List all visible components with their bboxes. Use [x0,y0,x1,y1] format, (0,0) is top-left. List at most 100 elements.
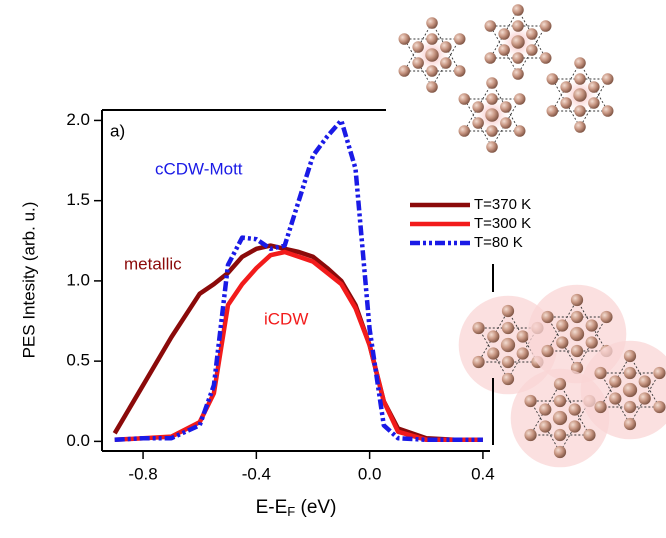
legend-label: T=80 K [474,234,523,251]
series-line [114,118,483,443]
structure-illustrations [398,4,666,468]
atom [498,28,510,40]
annotation: a) [110,121,125,140]
atom [511,35,525,49]
atom [653,366,666,380]
legend-label: T=370 K [474,196,531,213]
annotation: metallic [124,254,182,273]
atom [594,366,607,380]
atom [609,375,622,388]
atom [553,394,567,408]
atom [601,73,614,85]
atom [501,372,515,386]
atom [472,117,484,129]
atom [541,344,554,358]
atom [569,326,585,342]
y-tick-label: 1.5 [66,190,90,209]
atom [594,400,607,414]
atom [568,420,581,433]
atom [487,330,500,343]
atom [440,57,452,69]
atom [472,355,485,369]
atom [600,310,613,324]
y-tick-label: 1.0 [66,270,90,289]
atom [588,81,600,93]
atom [570,293,584,307]
atom [426,81,438,93]
atom [512,52,524,64]
x-tick-label: 0.4 [471,464,495,483]
atom [526,44,538,56]
atom [484,52,497,64]
atom [486,93,498,105]
atom [638,392,651,405]
atom [453,33,466,45]
atom [574,73,586,85]
atom [513,125,526,137]
atom [487,347,500,360]
atom [552,410,568,426]
atom [556,336,569,349]
atom [501,304,515,318]
y-axis-label: PES Intesity (arb. u.) [19,202,38,359]
atom [573,88,587,102]
atom [412,41,424,53]
atom [472,321,485,335]
atom [398,65,411,77]
atom [638,375,651,388]
atom [541,310,554,324]
atom [539,403,552,416]
atom [560,97,572,109]
atom [574,121,586,133]
x-tick-label: -0.8 [128,464,157,483]
atom [546,105,559,117]
atom [560,81,572,93]
atom [588,97,600,109]
atom [453,65,466,77]
atom [512,68,524,80]
atom [425,48,439,62]
atom [484,20,497,32]
atom [524,428,537,442]
x-label-unit: (eV) [295,497,336,518]
atom [501,355,515,369]
atom [486,125,498,137]
atom [570,310,584,324]
atom [556,319,569,332]
atom [486,77,498,89]
atom [513,93,526,105]
atom [412,57,424,69]
atom [539,20,552,32]
atom [623,349,637,363]
x-tick-label: -0.4 [242,464,271,483]
atom [622,382,638,398]
atom [426,17,438,29]
atom [485,108,499,122]
atom [526,28,538,40]
atom [516,347,529,360]
series-line [114,249,483,443]
atom [498,44,510,56]
series-line [112,243,483,443]
annotation: cCDW-Mott [155,159,243,178]
atom [585,319,598,332]
x-axis-label: E-EF (eV) [256,497,337,519]
atom [653,400,666,414]
atom [458,93,471,105]
atom [500,101,512,113]
atom [500,117,512,129]
atom [426,33,438,45]
atom [574,57,586,69]
atom [440,41,452,53]
atom [546,73,559,85]
atom [512,20,524,32]
atom [553,428,567,442]
atom [500,337,516,353]
atom [539,52,552,64]
legend-label: T=300 K [474,215,531,232]
atom [524,394,537,408]
x-tick-label: 0.0 [358,464,382,483]
x-label-main: E-E [256,497,288,518]
